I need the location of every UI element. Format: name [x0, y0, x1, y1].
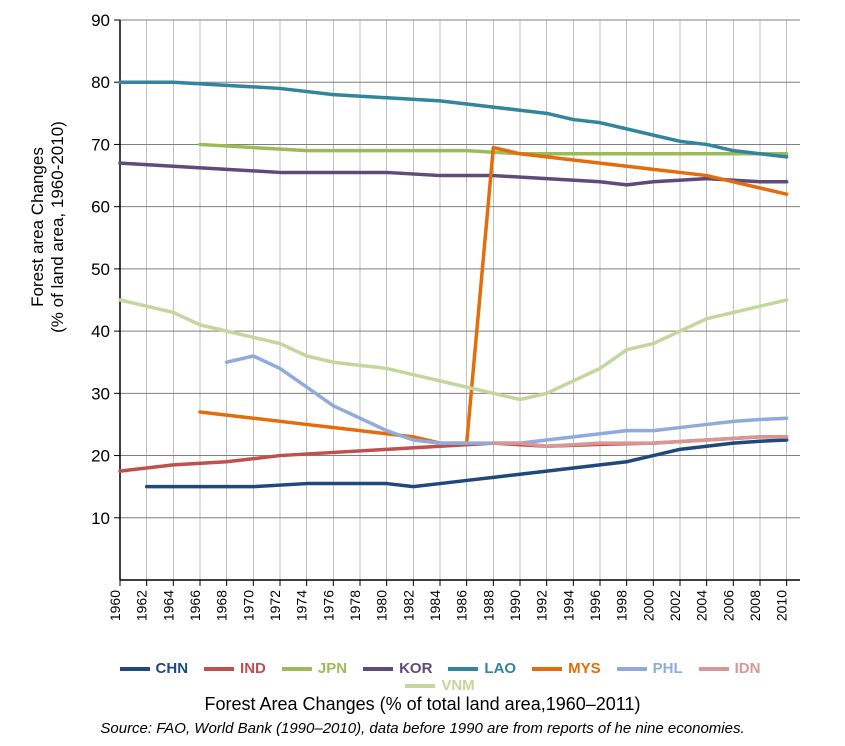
- legend-swatch: [405, 684, 435, 688]
- legend-item-IDN: IDN: [699, 660, 761, 677]
- x-tick-label: 2008: [747, 590, 763, 621]
- legend-label: JPN: [318, 660, 347, 677]
- x-tick-label: 2004: [694, 590, 710, 621]
- legend-swatch: [448, 667, 478, 671]
- x-tick-label: 2006: [720, 590, 736, 621]
- x-tick-label: 1968: [214, 590, 230, 621]
- x-tick-label: 1984: [427, 590, 443, 621]
- y-tick-label: 90: [91, 11, 110, 30]
- chart-svg: 1020304050607080901960196219641966196819…: [120, 20, 800, 640]
- legend-label: IDN: [735, 660, 761, 677]
- y-axis-label: Forest area Changes (% of land area, 196…: [28, 31, 69, 423]
- chart-source: Source: FAO, World Bank (1990–2010), dat…: [0, 720, 845, 737]
- y-axis-label-line2: (% of land area, 1960-2010): [48, 31, 68, 423]
- x-tick-label: 1960: [107, 590, 123, 621]
- chart-container: { "chart": { "type": "line", "background…: [0, 0, 845, 746]
- legend-item-PHL: PHL: [617, 660, 683, 677]
- legend-swatch: [532, 667, 562, 671]
- y-axis-label-line1: Forest area Changes: [28, 31, 48, 423]
- y-tick-label: 30: [91, 384, 110, 403]
- legend-label: VNM: [441, 677, 474, 694]
- legend-label: KOR: [399, 660, 432, 677]
- legend-swatch: [282, 667, 312, 671]
- legend: CHN IND JPN KOR LAO MYS PHL IDN VNM: [100, 660, 780, 694]
- legend-item-CHN: CHN: [120, 660, 189, 677]
- legend-label: PHL: [653, 660, 683, 677]
- legend-item-VNM: VNM: [405, 677, 474, 694]
- x-tick-label: 2002: [667, 590, 683, 621]
- y-tick-label: 50: [91, 260, 110, 279]
- legend-swatch: [204, 667, 234, 671]
- y-tick-label: 60: [91, 198, 110, 217]
- legend-swatch: [699, 667, 729, 671]
- legend-swatch: [617, 667, 647, 671]
- plot-area: 1020304050607080901960196219641966196819…: [120, 20, 800, 580]
- legend-item-LAO: LAO: [448, 660, 516, 677]
- x-tick-label: 2010: [774, 590, 790, 621]
- y-tick-label: 10: [91, 509, 110, 528]
- y-tick-label: 80: [91, 73, 110, 92]
- x-tick-label: 1994: [560, 590, 576, 621]
- x-tick-label: 1998: [614, 590, 630, 621]
- x-tick-label: 1972: [267, 590, 283, 621]
- legend-label: CHN: [156, 660, 189, 677]
- x-tick-label: 1980: [374, 590, 390, 621]
- y-tick-label: 70: [91, 135, 110, 154]
- legend-item-IND: IND: [204, 660, 266, 677]
- chart-caption: Forest Area Changes (% of total land are…: [0, 694, 845, 715]
- legend-label: IND: [240, 660, 266, 677]
- series-PHL: [227, 356, 787, 443]
- legend-label: MYS: [568, 660, 601, 677]
- x-tick-label: 1986: [454, 590, 470, 621]
- x-tick-label: 1976: [320, 590, 336, 621]
- legend-swatch: [120, 667, 150, 671]
- legend-label: LAO: [484, 660, 516, 677]
- x-tick-label: 1974: [294, 590, 310, 621]
- y-tick-label: 40: [91, 322, 110, 341]
- x-tick-label: 1978: [347, 590, 363, 621]
- x-tick-label: 1962: [134, 590, 150, 621]
- x-tick-label: 1982: [400, 590, 416, 621]
- x-tick-label: 1996: [587, 590, 603, 621]
- x-tick-label: 2000: [640, 590, 656, 621]
- x-tick-label: 1964: [160, 590, 176, 621]
- series-VNM: [120, 300, 787, 400]
- legend-swatch: [363, 667, 393, 671]
- legend-item-JPN: JPN: [282, 660, 347, 677]
- x-tick-label: 1970: [240, 590, 256, 621]
- legend-item-KOR: KOR: [363, 660, 432, 677]
- x-tick-label: 1988: [480, 590, 496, 621]
- legend-item-MYS: MYS: [532, 660, 601, 677]
- y-tick-label: 20: [91, 447, 110, 466]
- x-tick-label: 1990: [507, 590, 523, 621]
- x-tick-label: 1992: [534, 590, 550, 621]
- x-tick-label: 1966: [187, 590, 203, 621]
